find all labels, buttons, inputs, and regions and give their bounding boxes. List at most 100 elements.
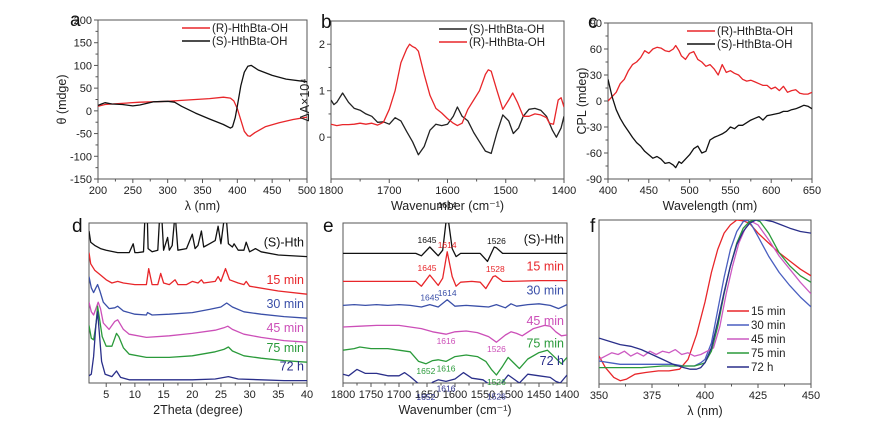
series-label: 15 min	[526, 260, 564, 274]
legend-label: (R)-HthBta-OH	[469, 37, 545, 49]
x-tick-label: 1800	[319, 185, 343, 197]
panel-f: f 350 375 400 425 450 λ (nm) 15 min 30 min 45 min…	[590, 216, 820, 418]
x-tick-label: 400	[228, 185, 246, 197]
x-tick-label: 500	[298, 185, 316, 197]
x-tick-label: 650	[803, 185, 821, 197]
series-line-5	[343, 368, 567, 383]
peak-label: 1614	[438, 240, 457, 250]
y-tick-label: 30	[590, 70, 602, 82]
panel-c: c 400 450 500 550 600 650 -90 -60 -30 0 30 60 90 Wavel…	[575, 12, 821, 213]
legend-label: 45 min	[751, 334, 786, 346]
series-label: (S)-Hth	[524, 232, 564, 246]
peak-label: 1645	[418, 235, 437, 245]
y-axis-label: ΔA×10⁴	[298, 78, 312, 121]
panel-letter: f	[590, 216, 596, 237]
x-tick-label: 400	[599, 185, 617, 197]
x-tick-label: 600	[762, 185, 780, 197]
x-axis-label: 2Theta (degree)	[153, 403, 243, 417]
x-tick-label: 500	[680, 185, 698, 197]
legend-label: (R)-HthBta-OH	[212, 23, 288, 35]
x-tick-label: 1750	[359, 389, 383, 401]
peak-label: 1526	[487, 377, 506, 387]
y-tick-label: 0	[596, 96, 602, 108]
x-axis-label: λ (nm)	[185, 199, 220, 213]
peak-label: 1616	[437, 336, 456, 346]
y-tick-label: 100	[74, 60, 92, 72]
x-tick-label: 400	[696, 390, 714, 402]
legend-label: (S)-HthBta-OH	[717, 39, 792, 51]
series-line-1	[599, 220, 811, 367]
series-line-4	[343, 346, 567, 376]
peak-label: 1652	[416, 366, 435, 376]
x-tick-label: 350	[590, 390, 608, 402]
y-tick-label: 2	[319, 39, 325, 51]
panel-letter: e	[323, 216, 334, 237]
peak-label: 1645	[418, 263, 437, 273]
x-tick-label: 25	[215, 389, 227, 401]
x-tick-label: 550	[721, 185, 739, 197]
x-tick-label: 20	[186, 389, 198, 401]
peak-label: 1614	[438, 200, 457, 210]
peak-label: 1528	[486, 264, 505, 274]
peak-label: 1526	[487, 344, 506, 354]
x-tick-label: 250	[124, 185, 142, 197]
x-tick-label: 300	[158, 185, 176, 197]
legend-label: (S)-HthBta-OH	[469, 24, 544, 36]
series-line-0	[89, 223, 307, 258]
y-tick-label: -30	[586, 122, 602, 134]
y-tick-label: -50	[76, 129, 92, 141]
x-tick-label: 200	[89, 185, 107, 197]
series-label: 30 min	[266, 297, 304, 311]
x-tick-label: 350	[193, 185, 211, 197]
x-axis-label: Wavenumber (cm⁻¹)	[391, 199, 504, 213]
y-tick-label: -60	[586, 148, 602, 160]
series-line-1	[89, 252, 307, 295]
x-tick-label: 5	[103, 389, 109, 401]
y-tick-label: 1	[319, 86, 325, 98]
series-line-1	[343, 251, 567, 290]
y-tick-label: -100	[70, 151, 92, 163]
x-tick-label: 450	[263, 185, 281, 197]
legend-label: (S)-HthBta-OH	[212, 36, 287, 48]
x-tick-label: 1600	[435, 185, 459, 197]
x-tick-label: 1600	[443, 389, 467, 401]
peak-label: 1614	[438, 288, 457, 298]
x-tick-label: 1550	[471, 389, 495, 401]
y-tick-label: 0	[86, 106, 92, 118]
y-axis-label: θ (mdge)	[55, 74, 69, 124]
y-tick-label: 200	[74, 15, 92, 27]
x-tick-label: 15	[157, 389, 169, 401]
x-tick-label: 1450	[527, 389, 551, 401]
y-tick-label: -90	[586, 174, 602, 186]
legend-label: 72 h	[751, 362, 773, 374]
panel-letter: a	[70, 10, 81, 31]
x-tick-label: 375	[643, 390, 661, 402]
series-line-4	[89, 305, 307, 363]
peak-label: 1652	[416, 392, 435, 402]
legend-label: 75 min	[751, 348, 786, 360]
series-label: 45 min	[526, 314, 564, 328]
y-tick-label: -150	[70, 174, 92, 186]
x-axis-label: λ (nm)	[687, 404, 722, 418]
x-tick-label: 450	[802, 390, 820, 402]
x-tick-label: 35	[272, 389, 284, 401]
x-tick-label: 1500	[499, 389, 523, 401]
peak-label: 1526	[487, 391, 506, 401]
legend-label: (R)-HthBta-OH	[717, 26, 793, 38]
x-axis-label: Wavelength (nm)	[663, 199, 758, 213]
x-tick-label: 10	[129, 389, 141, 401]
x-tick-label: 1700	[377, 185, 401, 197]
legend-label: 30 min	[751, 320, 786, 332]
x-tick-label: 425	[749, 390, 767, 402]
x-tick-label: 1400	[555, 389, 579, 401]
x-tick-label: 1400	[552, 185, 576, 197]
series-line-0	[608, 44, 812, 102]
series-label: 15 min	[266, 273, 304, 287]
x-tick-label: 30	[244, 389, 256, 401]
series-line-3	[343, 324, 567, 343]
series-label: 75 min	[266, 341, 304, 355]
series-line-5	[89, 311, 307, 382]
series-label: (S)-Hth	[264, 236, 304, 250]
panel-letter: b	[321, 12, 332, 33]
